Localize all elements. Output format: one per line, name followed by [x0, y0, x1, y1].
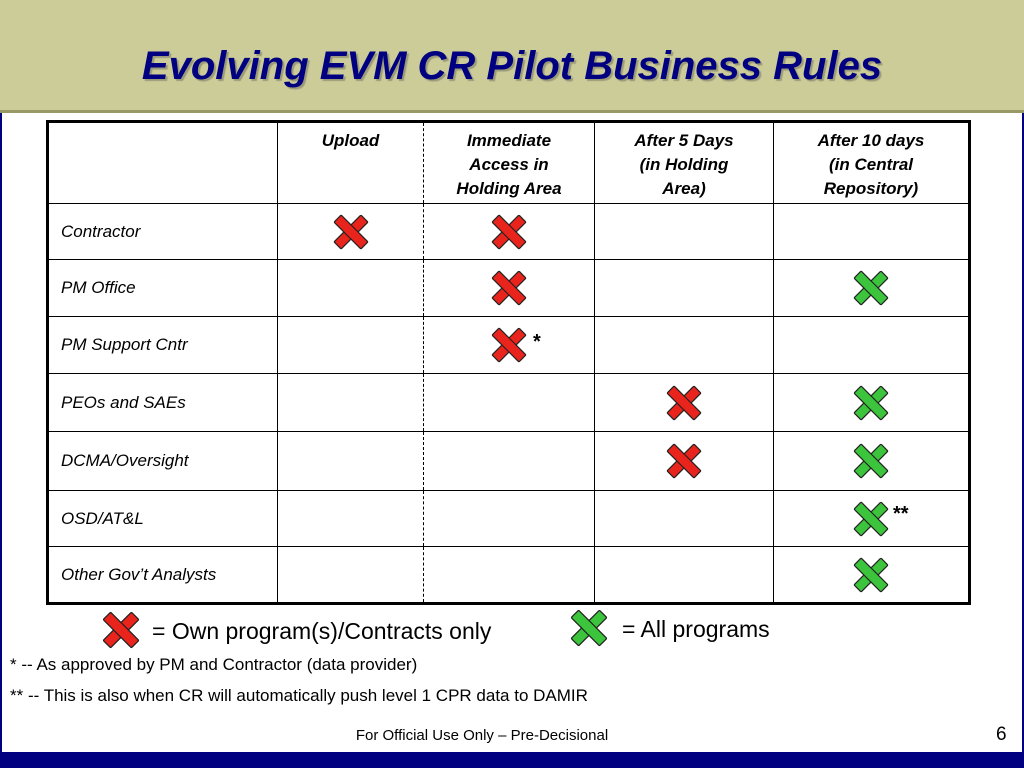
page-number: 6 [996, 724, 1007, 745]
cell-immediate [423, 259, 595, 317]
header-upload-line-1: Upload [321, 131, 380, 150]
cell-immediate [423, 546, 595, 604]
header-after5-line-3: Area) [662, 179, 706, 198]
cell-upload [277, 316, 424, 374]
green-x-icon [851, 499, 891, 539]
row-label: Other Gov’t Analysts [47, 546, 278, 604]
table-row: PM Support Cntr * [47, 316, 970, 374]
green-x-icon [851, 441, 891, 481]
red-x-icon [664, 441, 704, 481]
legend-red-x-icon [100, 609, 142, 651]
header-corner-cell [47, 121, 278, 204]
row-label: Contractor [47, 203, 278, 260]
legend-own-text: = Own program(s)/Contracts only [152, 618, 492, 644]
footnote-2: ** -- This is also when CR will automati… [10, 686, 588, 705]
cell-after5 [594, 259, 774, 317]
cell-after10 [773, 546, 970, 604]
red-x-icon [489, 325, 529, 365]
header-immediate-line-3: Holding Area [456, 179, 562, 198]
header-after-5-days: After 5 Days (in Holding Area) [594, 121, 774, 204]
cell-after10: ** [773, 490, 970, 547]
row-label: PEOs and SAEs [47, 373, 278, 432]
cell-after5 [594, 373, 774, 432]
footnote-marker: * [533, 331, 541, 353]
title-band [0, 0, 1024, 113]
table-row: PEOs and SAEs [47, 373, 970, 432]
header-after-10-days: After 10 days (in Central Repository) [773, 121, 970, 204]
cell-after5 [594, 490, 774, 547]
cell-immediate [423, 203, 595, 260]
business-rules-table: Upload Immediate Access in Holding Area … [46, 120, 971, 605]
left-frame-rule [0, 113, 2, 753]
header-immediate-line-2: Access in [469, 155, 549, 174]
header-upload: Upload [277, 121, 424, 204]
cell-upload [277, 490, 424, 547]
footnote-1: * -- As approved by PM and Contractor (d… [10, 655, 418, 674]
cell-after5 [594, 203, 774, 260]
row-label: DCMA/Oversight [47, 431, 278, 491]
cell-immediate [423, 431, 595, 491]
green-x-icon [851, 555, 891, 595]
table-row: PM Office [47, 259, 970, 317]
header-immediate-line-1: Immediate [466, 131, 552, 150]
cell-upload [277, 373, 424, 432]
cell-upload [277, 203, 424, 260]
table-row: Other Gov’t Analysts [47, 546, 970, 604]
footer-text: For Official Use Only – Pre-Decisional [355, 727, 609, 744]
green-x-icon [851, 383, 891, 423]
slide-title: Evolving EVM CR Pilot Business Rules [141, 44, 883, 88]
cell-after5 [594, 546, 774, 604]
cell-immediate [423, 490, 595, 547]
row-label: PM Office [47, 259, 278, 317]
red-x-icon [489, 212, 529, 252]
cell-upload [277, 431, 424, 491]
header-row: Upload Immediate Access in Holding Area … [47, 121, 970, 204]
cell-immediate [423, 373, 595, 432]
cell-after10 [773, 203, 970, 260]
header-after5-line-2: (in Holding [639, 155, 729, 174]
red-x-icon [331, 212, 371, 252]
red-x-icon [664, 383, 704, 423]
footnote-marker: ** [893, 503, 909, 525]
cell-upload [277, 259, 424, 317]
right-frame-rule [1022, 113, 1024, 753]
cell-after10 [773, 373, 970, 432]
cell-upload [277, 546, 424, 604]
header-after10-line-1: After 10 days [817, 131, 925, 150]
row-label: OSD/AT&L [47, 490, 278, 547]
bottom-band [0, 752, 1024, 768]
cell-after5 [594, 316, 774, 374]
green-x-icon [851, 268, 891, 308]
legend-green-x-icon [568, 607, 610, 649]
cell-after5 [594, 431, 774, 491]
header-after10-line-2: (in Central [828, 155, 914, 174]
table-body: Contractor PM Office PM Support Cntr * PEOs … [47, 203, 970, 604]
table-row: Contractor [47, 203, 970, 260]
cell-after10 [773, 259, 970, 317]
header-after5-line-1: After 5 Days [634, 131, 734, 150]
red-x-icon [489, 268, 529, 308]
cell-immediate: * [423, 316, 595, 374]
header-after10-line-3: Repository) [823, 179, 919, 198]
legend-all-text: = All programs [622, 616, 770, 642]
cell-after10 [773, 316, 970, 374]
table-row: DCMA/Oversight [47, 431, 970, 491]
cell-after10 [773, 431, 970, 491]
row-label: PM Support Cntr [47, 316, 278, 374]
table-row: OSD/AT&L ** [47, 490, 970, 547]
header-immediate-access: Immediate Access in Holding Area [423, 121, 595, 204]
